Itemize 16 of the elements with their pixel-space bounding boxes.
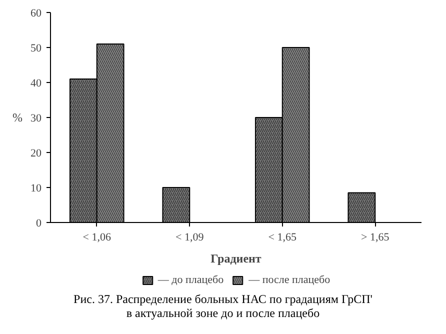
y-tick-label: 60 bbox=[30, 8, 42, 20]
legend-label: — после плацебо bbox=[248, 274, 330, 286]
y-tick-label: 40 bbox=[30, 78, 42, 90]
y-tick-label: 0 bbox=[36, 218, 42, 230]
x-tick-label: > 1,65 bbox=[361, 232, 390, 244]
x-tick-label: < 1,65 bbox=[268, 232, 297, 244]
legend-label: — до плацебо bbox=[158, 274, 224, 286]
y-tick-label: 10 bbox=[30, 182, 42, 194]
y-tick-label: 50 bbox=[30, 42, 42, 54]
y-axis-title: % bbox=[12, 110, 23, 124]
x-tick-label: < 1,06 bbox=[82, 232, 112, 244]
text: Рис. 37. Распределение больных НАС по градациям ГрСП' в актуальной зоне до и после плацебо bbox=[74, 292, 372, 320]
x-tick-label: < 1,09 bbox=[176, 232, 204, 244]
y-tick-label: 30 bbox=[30, 112, 42, 124]
y-tick-label: 20 bbox=[30, 148, 42, 160]
x-axis-title: Градиент bbox=[210, 252, 262, 266]
